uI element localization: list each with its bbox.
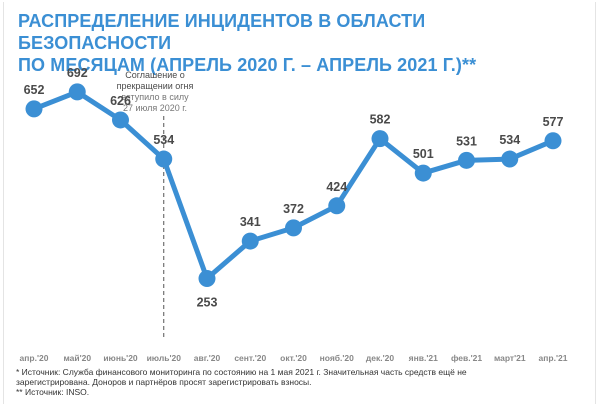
data-point [112,111,129,129]
chart-title: РАСПРЕДЕЛЕНИЕ ИНЦИДЕНТОВ В ОБЛАСТИ БЕЗОП… [18,10,578,76]
footnote-source-2: ** Источник: INSO. [16,387,90,397]
data-label: 501 [413,147,434,161]
annotation-line-2: прекращении огня [117,81,194,91]
x-tick-label: апр.'21 [539,353,568,363]
chart-frame [3,2,596,404]
data-point [68,83,86,101]
annotation-line-1: Соглашение о [125,70,185,80]
data-label: 577 [543,115,564,129]
data-label: 424 [326,180,347,194]
data-point [25,100,43,118]
data-point [501,150,519,168]
chart-title-line-2: ПО МЕСЯЦАМ (АПРЕЛЬ 2020 Г. – АПРЕЛЬ 2021… [18,55,477,75]
data-label: 692 [67,66,88,80]
x-tick-label: фев.'21 [451,353,482,363]
data-label: 534 [153,133,174,147]
x-tick-label: окт.'20 [280,353,307,363]
x-tick-label: май'20 [63,353,91,363]
x-tick-label: янв.'21 [409,353,438,363]
chart-title-line-1: РАСПРЕДЕЛЕНИЕ ИНЦИДЕНТОВ В ОБЛАСТИ БЕЗОП… [18,11,426,53]
data-label: 372 [283,202,304,216]
x-tick-label: дек.'20 [366,353,394,363]
x-tick-label: апр.'20 [20,353,49,363]
data-point [371,130,389,148]
x-tick-label: июль'20 [147,353,182,363]
data-label: 531 [456,134,477,148]
data-label: 341 [240,215,261,229]
x-tick-label: сент.'20 [234,353,266,363]
footnotes: * Источник: Служба финансового мониторин… [16,367,576,397]
series-line-incidents [31,89,556,281]
footnote-source-1-line-1: * Источник: Служба финансового мониторин… [16,367,467,377]
x-tick-label: нояб.'20 [320,353,355,363]
x-tick-label: авг.'20 [194,353,221,363]
data-point [544,132,562,150]
data-point [155,150,173,168]
x-tick-label: март'21 [494,353,526,363]
annotation-line-4: 27 июля 2020 г. [123,103,187,113]
x-tick-label: июнь'20 [103,353,138,363]
data-point [328,197,346,215]
annotation-line-3: вступило в силу [121,92,189,102]
footnote-source-1-line-2: зарегистрирована. Доноров и партнёров пр… [16,377,312,387]
data-point [285,219,302,237]
data-point [241,232,259,250]
data-label: 626 [110,94,131,108]
data-label: 582 [370,113,391,127]
data-label: 253 [197,295,218,309]
data-point [458,151,475,169]
data-label: 534 [499,133,520,147]
data-label: 652 [24,83,45,97]
data-point [198,269,216,287]
data-point [414,164,432,182]
